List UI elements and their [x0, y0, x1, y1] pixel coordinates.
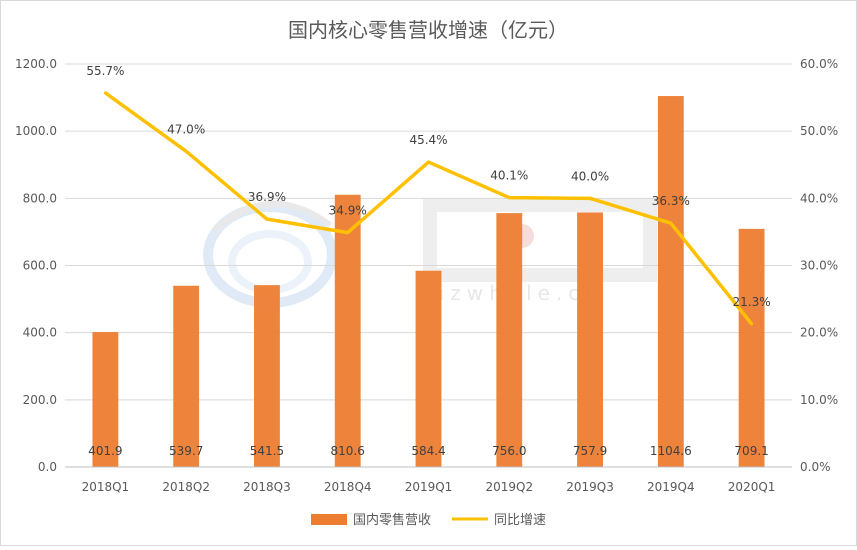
right-tick-label: 50.0% — [800, 124, 838, 138]
left-tick-label: 1000.0 — [15, 124, 57, 138]
right-tick-label: 0.0% — [800, 460, 831, 474]
right-tick-label: 60.0% — [800, 57, 838, 71]
line-value-label: 55.7% — [86, 64, 124, 78]
bar-value-label: 757.9 — [573, 444, 607, 458]
line-point — [184, 149, 188, 153]
bar-value-label: 539.7 — [169, 444, 203, 458]
x-tick-label: 2020Q1 — [728, 480, 776, 494]
bar — [173, 285, 200, 467]
line-value-label: 21.3% — [733, 295, 771, 309]
x-tick-label: 2019Q1 — [405, 480, 453, 494]
bar — [92, 332, 119, 467]
line-point — [427, 160, 430, 164]
line-value-label: 34.9% — [329, 204, 367, 218]
bar — [657, 96, 684, 467]
bar — [577, 212, 603, 467]
bar-value-label: 584.4 — [411, 444, 445, 458]
bar-value-label: 810.6 — [331, 444, 365, 458]
left-tick-label: 800.0 — [23, 191, 57, 205]
line-point — [265, 217, 269, 221]
data-labels: 401.9 539.7 541.5 810.6 584.4 756.0 757.9 1104.… — [86, 64, 770, 458]
line-point — [346, 231, 350, 235]
bar-series — [92, 96, 765, 467]
left-tick-label: 400.0 — [23, 326, 57, 340]
x-tick-label: 2018Q4 — [324, 480, 372, 494]
line-point — [507, 196, 511, 200]
right-tick-label: 40.0% — [800, 191, 838, 205]
legend-swatch-bar — [311, 514, 347, 525]
x-tick-label: 2018Q3 — [243, 480, 291, 494]
line-point — [588, 196, 592, 200]
x-tick-label: 2019Q3 — [566, 480, 614, 494]
line-value-label: 36.9% — [248, 190, 286, 204]
left-tick-label: 0.0 — [38, 460, 57, 474]
line-series — [103, 91, 754, 326]
x-tick-label: 2018Q1 — [82, 480, 130, 494]
bar — [415, 270, 442, 467]
line-point — [103, 91, 107, 95]
bar-value-label: 401.9 — [88, 444, 122, 458]
x-tick-label: 2018Q2 — [162, 480, 210, 494]
line-point — [669, 221, 673, 225]
line-value-label: 47.0% — [167, 122, 205, 136]
line-value-label: 36.3% — [652, 194, 690, 208]
legend-label-line: 同比增速 — [494, 513, 546, 528]
bar — [496, 213, 523, 467]
line-point — [750, 322, 754, 326]
bar — [738, 228, 765, 467]
legend-label-bar: 国内零售营收 — [353, 512, 431, 528]
line-value-label: 45.4% — [409, 133, 447, 147]
bar-value-label: 709.1 — [734, 444, 768, 458]
left-tick-label: 1200.0 — [15, 57, 57, 71]
right-tick-label: 20.0% — [800, 326, 838, 340]
right-tick-label: 10.0% — [800, 393, 838, 407]
left-tick-label: 600.0 — [23, 259, 57, 273]
bar — [334, 194, 361, 467]
line-value-label: 40.0% — [571, 169, 609, 183]
bar-value-label: 1104.6 — [650, 444, 692, 458]
axes: 0.0 0.0% 200.0 10.0% 400.0 20.0% 600.0 30.0% 800… — [15, 57, 838, 494]
right-tick-label: 30.0% — [800, 259, 838, 273]
x-tick-label: 2019Q2 — [485, 480, 533, 494]
legend: 国内零售营收 同比增速 — [311, 512, 546, 528]
line-value-label: 40.1% — [490, 169, 528, 183]
bar — [254, 285, 280, 467]
bar-value-label: 756.0 — [492, 444, 526, 458]
chart-title: 国内核心零售营收增速（亿元） — [288, 18, 568, 42]
left-tick-label: 200.0 — [23, 393, 57, 407]
x-tick-label: 2019Q4 — [647, 480, 695, 494]
bar-value-label: 541.5 — [250, 444, 284, 458]
